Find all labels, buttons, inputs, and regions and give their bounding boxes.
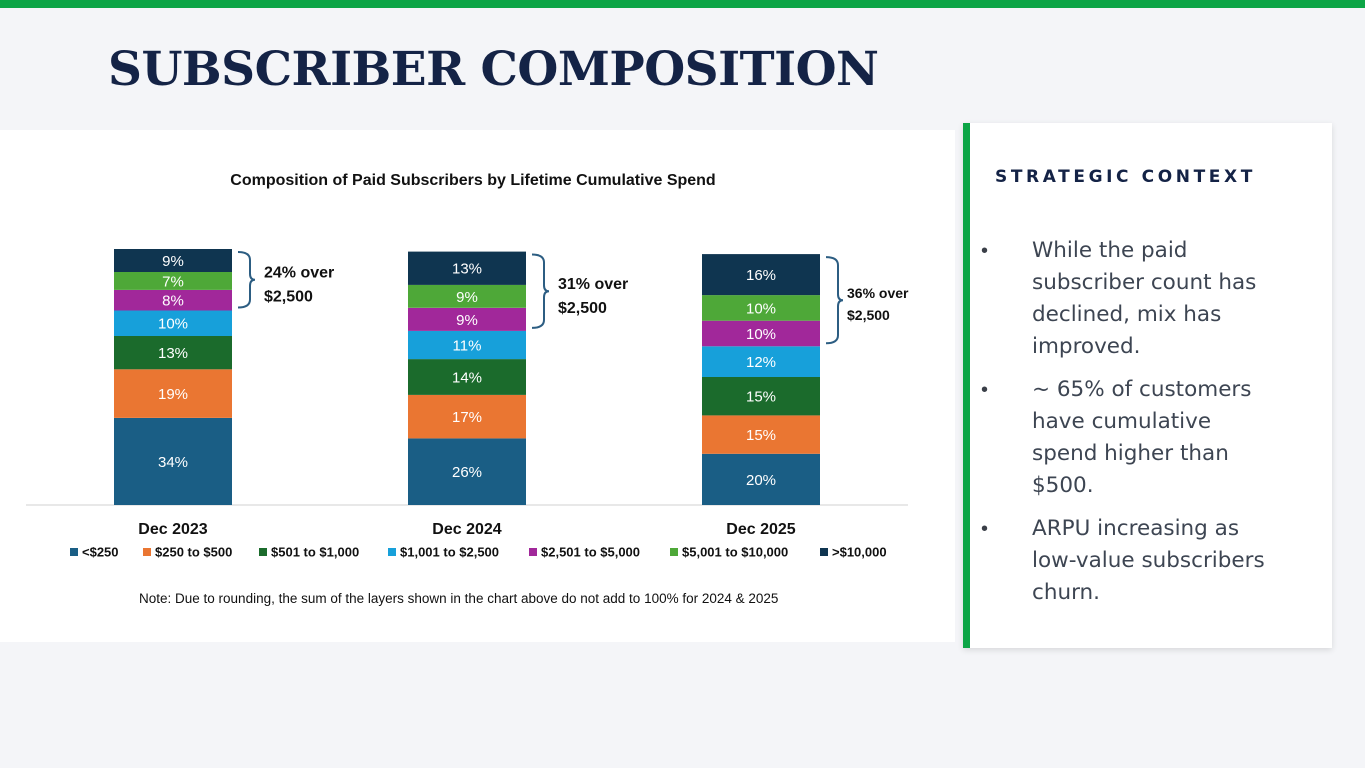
bullet-icon: • bbox=[981, 379, 989, 401]
data-label: 11% bbox=[453, 338, 482, 355]
bar-segment bbox=[114, 272, 232, 290]
legend-label: <$250 bbox=[82, 545, 119, 560]
legend-swatch bbox=[820, 548, 828, 556]
bar-segment bbox=[702, 254, 820, 296]
data-label: 34% bbox=[158, 454, 188, 471]
data-label: 9% bbox=[456, 289, 478, 306]
top-accent-bar bbox=[0, 0, 1365, 8]
annotation-label: $2,500 bbox=[264, 289, 313, 306]
data-label: 15% bbox=[746, 427, 776, 444]
context-heading: STRATEGIC CONTEXT bbox=[995, 167, 1256, 187]
legend-swatch bbox=[388, 548, 396, 556]
bullet-text: ~ 65% of customers have cumulative spend… bbox=[1032, 377, 1252, 498]
data-label: 9% bbox=[456, 312, 478, 329]
legend-swatch bbox=[143, 548, 151, 556]
bar-segment bbox=[408, 251, 526, 285]
legend-label: $250 to $500 bbox=[155, 545, 232, 560]
bars-layer: 34% 19% 13% 10% 8% 7% 9% 26% 17% 14% 11% 9% 9% 13% 20%… bbox=[114, 249, 820, 505]
x-tick-label: Dec 2024 bbox=[432, 521, 501, 538]
bar-segment bbox=[702, 453, 820, 505]
chart-legend: <$250 $250 to $500 $501 to $1,000 $1,001 to… bbox=[70, 545, 887, 560]
bar-segment bbox=[114, 336, 232, 370]
data-label: 14% bbox=[452, 370, 482, 387]
data-label: 7% bbox=[162, 274, 184, 291]
bar-segment bbox=[408, 359, 526, 395]
bar-segment bbox=[408, 438, 526, 505]
bar-segment bbox=[702, 415, 820, 454]
context-accent-bar bbox=[963, 123, 970, 648]
bar-segment bbox=[408, 307, 526, 331]
data-label: 10% bbox=[158, 316, 188, 333]
x-tick-label: Dec 2023 bbox=[138, 521, 207, 538]
list-item: • ~ 65% of customers have cumulative spe… bbox=[981, 374, 1311, 502]
legend-swatch bbox=[70, 548, 78, 556]
bar-segment bbox=[702, 346, 820, 377]
chart-title: Composition of Paid Subscribers by Lifet… bbox=[230, 172, 715, 189]
annotation-label: 24% over bbox=[264, 265, 334, 282]
bar-segment bbox=[114, 418, 232, 505]
chart-panel: Composition of Paid Subscribers by Lifet… bbox=[0, 130, 955, 642]
context-bullet-list: • While the paid subscriber count has de… bbox=[981, 235, 1311, 620]
legend-label: $5,001 to $10,000 bbox=[682, 545, 788, 560]
data-label: 15% bbox=[746, 389, 776, 406]
data-label: 16% bbox=[746, 267, 776, 284]
data-label: 8% bbox=[162, 293, 184, 310]
data-label: 9% bbox=[162, 253, 184, 270]
bullet-icon: • bbox=[981, 518, 989, 540]
annotation-label: $2,500 bbox=[847, 307, 890, 323]
data-label: 10% bbox=[746, 326, 776, 343]
legend-label: $501 to $1,000 bbox=[271, 545, 359, 560]
bar-segment bbox=[702, 295, 820, 321]
bar-segment bbox=[702, 320, 820, 347]
annotation-label: 31% over bbox=[558, 276, 628, 293]
bullet-icon: • bbox=[981, 240, 989, 262]
list-item: • While the paid subscriber count has de… bbox=[981, 235, 1311, 363]
x-tick-labels: Dec 2023 Dec 2024 Dec 2025 bbox=[138, 521, 795, 538]
x-tick-label: Dec 2025 bbox=[726, 521, 795, 538]
bar-segment bbox=[114, 310, 232, 336]
legend-swatch bbox=[529, 548, 537, 556]
legend-label: >$10,000 bbox=[832, 545, 887, 560]
bar-segment bbox=[114, 290, 232, 311]
data-label: 12% bbox=[746, 354, 776, 371]
bar-segment bbox=[408, 394, 526, 439]
list-item: • ARPU increasing as low-value subscribe… bbox=[981, 513, 1311, 609]
legend-swatch bbox=[259, 548, 267, 556]
strategic-context-panel: STRATEGIC CONTEXT • While the paid subsc… bbox=[963, 123, 1332, 648]
brace-bracket bbox=[237, 251, 256, 309]
annotation-label: 36% over bbox=[847, 285, 909, 301]
bar-segment bbox=[114, 249, 232, 272]
data-label: 10% bbox=[746, 300, 776, 317]
bar-segment bbox=[408, 330, 526, 360]
bullet-text: ARPU increasing as low-value subscribers… bbox=[1032, 516, 1265, 605]
bar-segment bbox=[408, 284, 526, 308]
data-label: 20% bbox=[746, 472, 776, 489]
data-label: 13% bbox=[158, 345, 188, 362]
brace-bracket bbox=[531, 253, 550, 329]
data-label: 26% bbox=[452, 464, 482, 481]
bar-segment bbox=[114, 369, 232, 418]
chart-note: Note: Due to rounding, the sum of the la… bbox=[139, 591, 779, 606]
legend-swatch bbox=[670, 548, 678, 556]
data-label: 17% bbox=[452, 409, 482, 426]
annotation-label: $2,500 bbox=[558, 300, 607, 317]
legend-label: $2,501 to $5,000 bbox=[541, 545, 640, 560]
annotations-layer: 24% over $2,500 31% over $2,500 36% over $2,5… bbox=[237, 251, 909, 345]
brace-bracket bbox=[825, 256, 844, 345]
bullet-text: While the paid subscriber count has decl… bbox=[1032, 238, 1257, 359]
stacked-bar-chart: Composition of Paid Subscribers by Lifet… bbox=[26, 172, 909, 560]
page-title: SUBSCRIBER COMPOSITION bbox=[108, 42, 879, 97]
data-label: 13% bbox=[452, 261, 482, 278]
bar-segment bbox=[702, 377, 820, 416]
data-label: 19% bbox=[158, 386, 188, 403]
legend-label: $1,001 to $2,500 bbox=[400, 545, 499, 560]
